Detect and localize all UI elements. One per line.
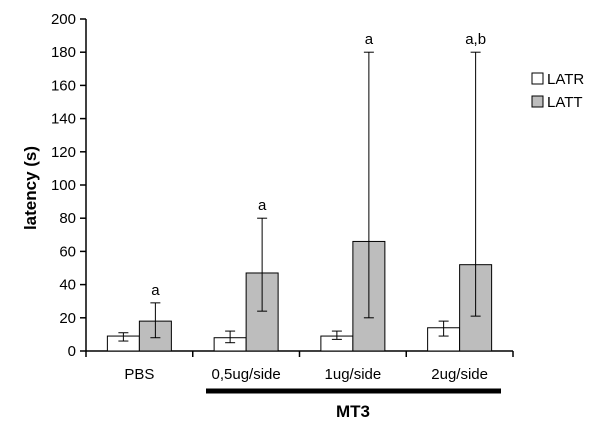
significance-label: a (365, 31, 374, 48)
x-tick-label: 2ug/side (431, 366, 488, 383)
significance-labels: a a a a,b (151, 31, 486, 299)
legend-swatch-latt (531, 95, 544, 108)
y-tick-label: 200 (51, 11, 76, 28)
y-tick-label: 100 (51, 177, 76, 194)
legend-label: LATT (547, 94, 583, 111)
y-tick-label: 20 (59, 310, 76, 327)
bars (106, 240, 493, 352)
x-tick-label: PBS (124, 366, 154, 383)
significance-label: a (258, 197, 267, 214)
legend: LATR LATT (531, 71, 584, 111)
significance-label: a (151, 282, 160, 299)
x-tick-label: 1ug/side (325, 366, 382, 383)
mt3-group-label: MT3 (336, 402, 370, 421)
y-tick-label: 0 (68, 343, 76, 360)
y-tick-label: 80 (59, 210, 76, 227)
y-tick-label: 120 (51, 144, 76, 161)
x-axis: PBS 0,5ug/side 1ug/side 2ug/side (85, 350, 514, 383)
legend-label: LATR (547, 71, 584, 88)
y-tick-label: 40 (59, 277, 76, 294)
y-tick-label: 180 (51, 44, 76, 61)
y-tick-label: 60 (59, 243, 76, 260)
y-tick-label: 160 (51, 77, 76, 94)
y-axis: 0 20 40 60 80 100 120 140 160 180 200 (51, 11, 87, 360)
x-tick-label: 0,5ug/side (212, 366, 281, 383)
legend-swatch-latr (531, 72, 544, 85)
y-tick-label: 140 (51, 111, 76, 128)
y-axis-label: latency (s) (21, 146, 40, 230)
significance-label: a,b (465, 31, 486, 48)
error-bars (118, 51, 481, 344)
